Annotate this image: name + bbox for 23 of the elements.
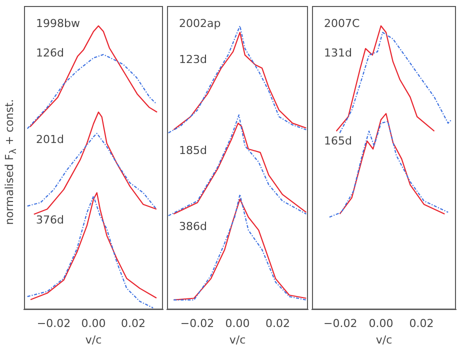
annotation: 123d <box>179 53 207 66</box>
x-tick-label: 0.00 <box>368 317 394 330</box>
annotation: 2002ap <box>179 16 221 30</box>
annotation: 131d <box>324 46 352 60</box>
annotation: 165d <box>324 134 352 148</box>
x-axis-title: v/c <box>376 333 392 346</box>
annotation: 2007C <box>324 16 360 30</box>
x-tick-label: 0.02 <box>409 317 434 330</box>
annotation: 185d <box>179 144 207 158</box>
x-axis-title: v/c <box>229 333 246 346</box>
x-tick-label: 0.02 <box>120 317 146 330</box>
x-tick-label: 0.00 <box>81 317 106 330</box>
x-tick-label: −0.02 <box>180 317 214 330</box>
x-tick-label: −0.02 <box>36 317 71 330</box>
x-tick-label: 0.00 <box>225 317 250 330</box>
x-tick-label: 0.02 <box>266 317 290 330</box>
x-tick-label: −0.02 <box>324 317 358 330</box>
annotation: 1998bw <box>36 16 80 30</box>
annotation: 126d <box>36 46 64 60</box>
annotation: 386d <box>179 220 207 234</box>
x-axis-title: v/c <box>85 333 102 346</box>
annotation: 201d <box>36 132 64 146</box>
annotation: 376d <box>36 214 64 227</box>
